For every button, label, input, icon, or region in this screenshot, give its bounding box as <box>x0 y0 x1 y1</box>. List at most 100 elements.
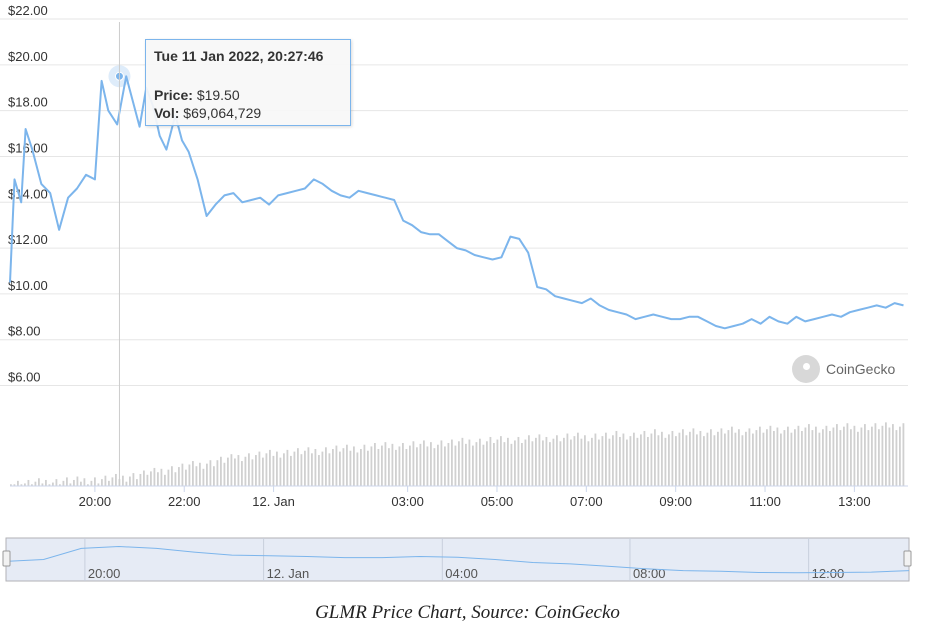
volume-bar <box>244 456 247 486</box>
y-axis-labels: $22.00$20.00$18.00$16.00$14.00$12.00$10.… <box>8 3 48 385</box>
volume-bar <box>440 440 443 486</box>
volume-bar <box>335 445 338 486</box>
volume-bar <box>174 472 177 486</box>
volume-bar <box>717 431 719 486</box>
y-tick-label: $18.00 <box>8 95 48 110</box>
volume-bar <box>83 478 86 486</box>
volume-bar <box>475 442 478 486</box>
x-axis-labels: 20:00 22:00 12. Jan 03:00 05:00 07:00 09:00 11:… <box>79 486 871 509</box>
x-tick-label: 20:00 <box>79 494 112 509</box>
volume-bar <box>741 435 744 486</box>
volume-bar <box>612 435 614 486</box>
volume-bar <box>318 455 320 486</box>
volume-bar <box>157 472 159 486</box>
volume-bar <box>230 454 233 486</box>
volume-bar <box>307 447 310 486</box>
navigator[interactable]: 20:00 12. Jan 04:00 08:00 12:00 <box>2 537 912 582</box>
volume-bar <box>664 437 667 486</box>
volume-bar <box>535 437 537 486</box>
volume-bar <box>136 479 138 486</box>
volume-bar <box>892 424 894 486</box>
volume-bar <box>293 451 296 486</box>
volume-bar <box>860 427 863 486</box>
volume-bar <box>853 425 856 486</box>
volume-bar <box>836 424 838 486</box>
volume-bar <box>265 453 268 486</box>
volume-bar <box>731 426 733 486</box>
volume-bar <box>636 437 639 486</box>
volume-bar <box>640 434 642 486</box>
volume-bar <box>766 429 768 486</box>
volume-bar <box>692 428 695 486</box>
volume-bar <box>241 461 243 486</box>
volume-bar <box>66 477 68 486</box>
volume-bar <box>654 429 656 486</box>
volume-bar <box>745 431 747 486</box>
volume-bar <box>591 437 593 486</box>
navigator-left-handle[interactable] <box>2 550 11 567</box>
volume-bar <box>391 443 394 486</box>
volume-bar <box>517 436 520 486</box>
volume-bar <box>633 432 635 486</box>
volume-bar <box>528 435 530 486</box>
volume-bar <box>339 451 341 486</box>
volume-bar <box>797 425 800 486</box>
volume-bar <box>503 442 506 486</box>
volume-bar <box>45 479 47 486</box>
volume-bar <box>815 426 817 486</box>
volume-bar <box>363 444 366 486</box>
navigator-right-handle[interactable] <box>903 550 912 567</box>
y-tick-label: $10.00 <box>8 278 48 293</box>
volume-bar <box>493 443 495 486</box>
volume-bar <box>272 455 275 486</box>
tooltip-vol-label: Vol: <box>154 105 180 121</box>
volume-bar <box>661 431 663 486</box>
volume-bar <box>458 441 460 486</box>
x-tick-label: 11:00 <box>749 494 781 509</box>
navigator-label: 20:00 <box>88 566 121 581</box>
tooltip-price-label: Price: <box>154 87 193 103</box>
volume-bar <box>706 432 709 486</box>
volume-bar <box>220 456 222 486</box>
volume-bar <box>108 480 110 486</box>
volume-bar <box>629 436 632 486</box>
volume-bar <box>90 480 93 486</box>
volume-bar <box>769 425 772 486</box>
navigator-label: 04:00 <box>445 566 478 581</box>
volume-bar <box>489 436 492 486</box>
volume-bar <box>790 432 793 486</box>
volume-bar <box>125 481 128 486</box>
volume-bar <box>349 450 352 486</box>
volume-bar <box>283 453 285 486</box>
volume-bar <box>482 444 485 486</box>
volume-bar <box>748 428 751 486</box>
volume-bar <box>314 449 317 486</box>
volume-bar <box>80 481 82 486</box>
volume-bar <box>423 440 425 486</box>
volume-bar <box>524 439 527 486</box>
volume-bar <box>94 477 96 486</box>
volume-bar <box>402 443 404 486</box>
volume-bar <box>738 429 740 486</box>
y-tick-label: $20.00 <box>8 49 48 64</box>
volume-bar <box>724 433 726 486</box>
volume-bar <box>857 431 859 486</box>
volume-bar <box>346 444 348 486</box>
volume-bar <box>521 443 523 486</box>
volume-bar <box>542 440 544 486</box>
volume-bar <box>615 430 618 486</box>
volume-bar <box>353 446 355 486</box>
volume-bar <box>573 436 576 486</box>
volume-bar <box>783 430 786 486</box>
y-tick-label: $12.00 <box>8 232 48 247</box>
volume-bar <box>237 455 240 486</box>
volume-bar <box>255 455 257 486</box>
volume-bar <box>643 430 646 486</box>
volume-bar <box>461 437 464 486</box>
volume-bar <box>451 439 453 486</box>
volume-bar <box>374 443 376 486</box>
volume-bar <box>682 429 684 486</box>
volume-bar <box>52 482 54 486</box>
volume-bar <box>367 450 369 486</box>
